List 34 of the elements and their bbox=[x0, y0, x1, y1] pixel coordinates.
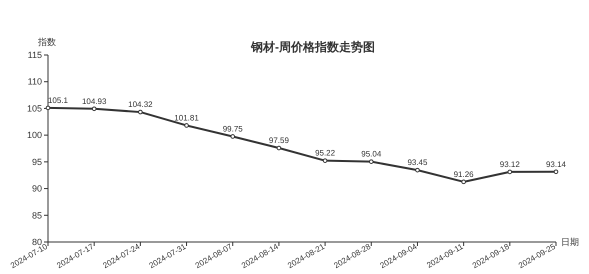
data-label: 93.45 bbox=[407, 158, 428, 168]
data-label: 97.59 bbox=[268, 136, 290, 146]
data-label: 101.81 bbox=[174, 113, 200, 122]
point bbox=[230, 134, 236, 139]
data-label: 93.14 bbox=[546, 160, 567, 169]
x-axis-title: 日期 bbox=[561, 237, 579, 247]
y-tick-label: 85 bbox=[32, 210, 42, 220]
y-axis-title: 指数 bbox=[37, 37, 56, 47]
point bbox=[368, 159, 374, 164]
data-label: 93.12 bbox=[500, 160, 520, 169]
data-label: 104.93 bbox=[82, 96, 107, 106]
data-label: 95.22 bbox=[315, 148, 336, 158]
point bbox=[415, 168, 420, 172]
y-tick-label: 115 bbox=[28, 50, 42, 60]
y-tick-label: 110 bbox=[28, 76, 42, 87]
y-tick-label: 100 bbox=[26, 130, 42, 140]
data-label: 95.04 bbox=[361, 150, 382, 159]
data-label: 104.32 bbox=[128, 100, 154, 110]
data-label: 91.26 bbox=[454, 170, 474, 179]
y-tick-label: 80 bbox=[32, 237, 42, 247]
data-label: 99.75 bbox=[222, 124, 244, 134]
point bbox=[322, 158, 328, 163]
data-label: 105.1 bbox=[48, 96, 69, 105]
point bbox=[461, 180, 466, 184]
y-tick-label: 105 bbox=[26, 103, 42, 114]
y-tick-label: 95 bbox=[32, 156, 42, 167]
point bbox=[92, 106, 96, 112]
point bbox=[508, 170, 512, 174]
y-tick-label: 90 bbox=[32, 184, 42, 194]
point bbox=[138, 110, 143, 114]
point bbox=[184, 123, 189, 128]
point bbox=[554, 169, 558, 174]
chart-title: 钢材-周价格指数走势图 bbox=[250, 40, 375, 54]
point bbox=[276, 146, 282, 150]
